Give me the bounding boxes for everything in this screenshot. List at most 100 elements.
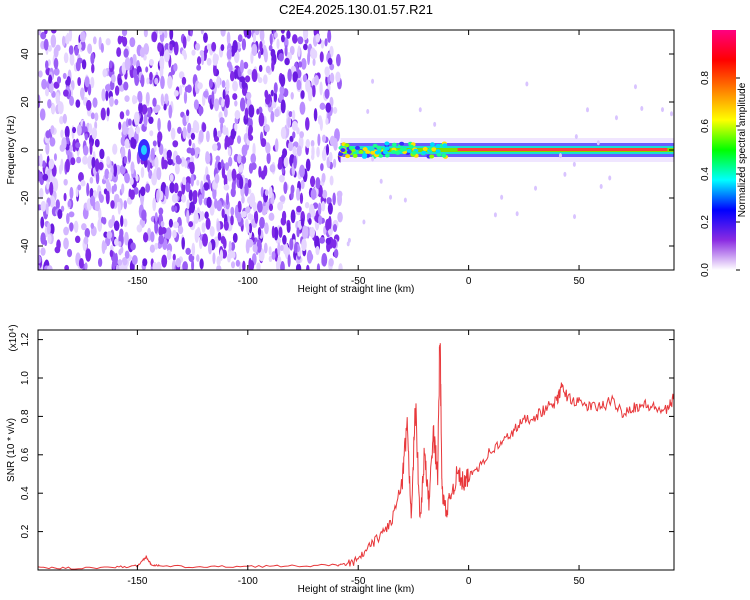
heatmap-cell <box>268 212 275 221</box>
heatmap-cell <box>191 242 196 257</box>
heatmap-panel: -150 -100 -50 0 50 -40 -20 0 20 40 Height of str… <box>6 29 675 295</box>
heatmap-cell <box>204 211 209 219</box>
heatmap-cell <box>256 262 261 270</box>
heatmap-cell <box>324 88 330 99</box>
heatmap-cell <box>79 87 85 99</box>
heatmap-cell <box>49 137 56 147</box>
heatmap-cell <box>110 200 115 209</box>
heatmap-cell <box>441 153 447 158</box>
heatmap-cell <box>117 259 123 266</box>
heatmap-cell <box>51 103 56 115</box>
heatmap-cell <box>317 202 322 216</box>
heatmap-cell <box>201 233 208 247</box>
x-tick-label: 50 <box>573 576 585 587</box>
heatmap-cell <box>259 216 265 229</box>
heatmap-cell <box>77 172 84 182</box>
heatmap-cell <box>321 172 326 183</box>
heatmap-cell <box>300 90 305 99</box>
heatmap-cell <box>202 122 207 132</box>
heatmap-cell <box>45 130 51 139</box>
heatmap-cell <box>163 159 168 170</box>
heatmap-cell <box>95 172 100 185</box>
heatmap-cell <box>150 231 155 243</box>
heatmap-cell <box>247 238 254 248</box>
heatmap-cell <box>169 30 174 41</box>
heatmap-cell <box>614 115 618 121</box>
heatmap-cell <box>237 34 243 42</box>
heatmap-cell <box>319 51 324 63</box>
heatmap-cell <box>108 60 113 69</box>
heatmap-cell <box>91 156 96 169</box>
heatmap-cell <box>321 148 327 161</box>
heatmap-cell <box>374 150 380 155</box>
heatmap-cell <box>260 186 264 198</box>
heatmap-cell <box>169 173 174 182</box>
heatmap-cell <box>403 197 407 203</box>
heatmap-cell <box>325 117 329 126</box>
heatmap-cell <box>186 109 190 117</box>
heatmap-cell <box>302 74 308 83</box>
heatmap-cell <box>186 35 191 42</box>
snr-panel: -150 -100 -50 0 50 0.2 0.4 0.6 0.8 1.0 1.2 (x10⁴)… <box>6 324 675 595</box>
heatmap-cell <box>586 107 590 113</box>
heatmap-cell <box>56 239 61 250</box>
heatmap-cell <box>599 184 603 190</box>
heatmap-cell <box>108 219 114 229</box>
heatmap-cell <box>177 190 183 197</box>
heatmap-cell <box>241 195 245 204</box>
heatmap-cell <box>84 262 88 270</box>
heatmap-cell <box>158 30 163 36</box>
heatmap-cell <box>259 30 265 42</box>
heatmap-cell <box>256 108 260 115</box>
heatmap-cell <box>362 219 366 225</box>
heatmap-cell <box>260 137 267 148</box>
heatmap-cell <box>84 76 90 88</box>
heatmap-cell <box>89 176 94 184</box>
heatmap-cell <box>45 60 49 70</box>
heatmap-cell <box>113 238 119 246</box>
heatmap-cell <box>101 88 106 102</box>
heatmap-cell <box>241 144 248 157</box>
heatmap-cell <box>139 47 145 58</box>
heatmap-cell <box>264 189 269 197</box>
heatmap-cell <box>366 109 370 115</box>
heatmap-cell <box>60 205 65 212</box>
heatmap-cell <box>256 239 262 253</box>
heatmap-cell <box>178 71 185 80</box>
heatmap-cell <box>371 156 375 162</box>
heatmap-cell <box>222 124 227 135</box>
heatmap-cell <box>229 70 235 82</box>
y-tick-label: -40 <box>20 238 31 253</box>
heatmap-cell <box>292 146 297 156</box>
heatmap-cell <box>442 143 448 148</box>
heatmap-cell <box>87 155 93 170</box>
heatmap-cell <box>60 129 64 138</box>
heatmap-cell <box>183 91 188 104</box>
heatmap-cell <box>399 141 405 146</box>
heatmap-cell <box>63 178 68 186</box>
heatmap-cell <box>40 31 47 40</box>
heatmap-cell <box>174 163 180 175</box>
heatmap-cell <box>140 186 146 197</box>
heatmap-cell <box>294 242 298 254</box>
heatmap-cell <box>59 115 64 125</box>
heatmap-cell <box>196 64 202 71</box>
heatmap-cell <box>133 111 140 126</box>
heatmap-cell <box>236 135 242 144</box>
heatmap-cell <box>219 249 224 262</box>
heatmap-cell <box>231 168 237 181</box>
heatmap-cell <box>331 239 337 249</box>
heatmap-cell <box>301 238 307 252</box>
heatmap-cell <box>193 99 199 110</box>
heatmap-cell <box>234 204 239 219</box>
heatmap-cell <box>97 257 103 267</box>
heatmap-cell <box>156 189 160 203</box>
heatmap-cell <box>228 240 232 252</box>
heatmap-cell <box>148 169 153 179</box>
heatmap-cell <box>75 60 81 72</box>
heatmap-cell <box>429 142 435 147</box>
heatmap-cell <box>132 95 138 104</box>
heatmap-cell <box>232 93 238 101</box>
heatmap-cell <box>112 143 118 155</box>
heatmap-cell <box>242 260 246 270</box>
